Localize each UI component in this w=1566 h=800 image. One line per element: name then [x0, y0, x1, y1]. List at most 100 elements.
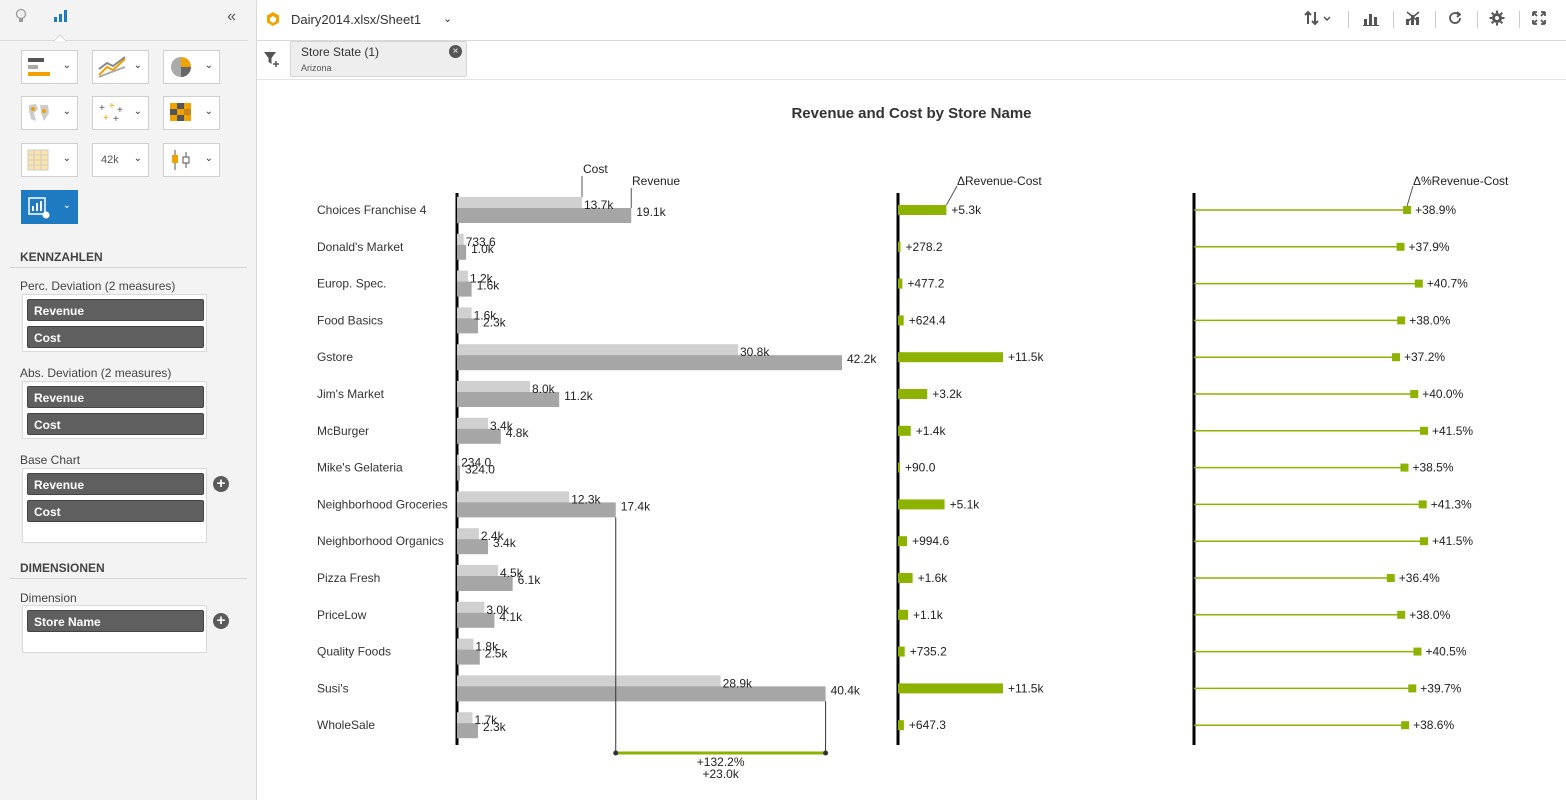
- line-chart-type-button[interactable]: ⌄: [92, 50, 149, 84]
- collapse-sidebar-icon[interactable]: «: [227, 8, 236, 25]
- cost-data-label: 1.2k: [470, 272, 494, 286]
- remove-chart-icon[interactable]: [1405, 10, 1421, 30]
- perc-deviation-label: +38.0%: [1409, 608, 1450, 622]
- revenue-data-label: 40.4k: [831, 683, 861, 697]
- boxplot-type-button[interactable]: ⌄: [163, 143, 220, 177]
- perc-deviation-cost-pill[interactable]: Cost: [27, 326, 204, 348]
- base-chart-cost-pill[interactable]: Cost: [27, 500, 204, 522]
- column-chart-icon[interactable]: [1363, 10, 1379, 30]
- abs-deviation-label: +5.3k: [951, 203, 982, 217]
- cost-bar: [457, 601, 485, 614]
- toolbar-separator: [1477, 11, 1478, 28]
- remove-filter-icon[interactable]: ×: [449, 45, 462, 58]
- gear-icon[interactable]: [1489, 10, 1505, 30]
- filter-bar: Store State (1) Arizona ×: [257, 41, 1566, 80]
- revenue-bar: [457, 539, 489, 555]
- cost-data-label: 13.7k: [584, 198, 614, 212]
- pie-chart-type-button[interactable]: ⌄: [163, 50, 220, 84]
- toolbar-separator: [1435, 11, 1436, 28]
- abs-deviation-label: +3.2k: [932, 387, 963, 401]
- chevron-down-icon: ⌄: [62, 60, 71, 71]
- svg-text:+: +: [99, 103, 105, 114]
- dimensions-section-heading: DIMENSIONEN: [20, 561, 105, 575]
- cost-bar: [457, 491, 570, 504]
- perc-deviation-marker: [1397, 316, 1406, 325]
- category-label: McBurger: [317, 424, 369, 438]
- abs-deviation-label: +994.6: [912, 534, 949, 548]
- perc-deviation-label: +40.7%: [1427, 277, 1468, 291]
- top-toolbar: Dairy2014.xlsx/Sheet1 ⌄: [257, 0, 1566, 41]
- scatter-chart-type-button[interactable]: + + + + + ⌄: [92, 96, 149, 130]
- revenue-bar: [457, 649, 480, 665]
- store-name-pill[interactable]: Store Name: [27, 610, 204, 632]
- abs-deviation-bar: [898, 536, 908, 547]
- revenue-bar: [457, 576, 513, 591]
- add-measure-icon[interactable]: +: [213, 476, 229, 492]
- chevron-down-icon[interactable]: ⌄: [443, 13, 453, 25]
- refresh-icon[interactable]: [1447, 10, 1463, 30]
- chevron-down-icon: ⌄: [204, 153, 213, 164]
- cost-bar: [457, 233, 464, 246]
- measures-section-heading: KENNZAHLEN: [20, 250, 103, 264]
- abs-deviation-bar: [898, 609, 909, 620]
- revenue-bar: [457, 502, 616, 518]
- kpi-type-button[interactable]: 42k ⌄: [92, 143, 149, 177]
- abs-deviation-bar: [898, 241, 901, 252]
- pie-chart-icon: [171, 57, 191, 77]
- perc-deviation-marker: [1396, 242, 1405, 251]
- perc-deviation-marker: [1386, 574, 1395, 582]
- abs-deviation-leader-line: [945, 185, 958, 206]
- base-chart-revenue-pill[interactable]: Revenue: [27, 473, 204, 495]
- perc-deviation-revenue-pill[interactable]: Revenue: [27, 299, 204, 321]
- sort-icon[interactable]: [1304, 10, 1334, 30]
- abs-deviation-label: +1.4k: [916, 424, 947, 438]
- perc-deviation-label: +37.9%: [1409, 240, 1450, 254]
- custom-chart-type-button[interactable]: ⌄: [21, 190, 78, 224]
- revenue-bar: [457, 428, 501, 444]
- abs-deviation-revenue-pill[interactable]: Revenue: [27, 386, 204, 408]
- fullscreen-icon[interactable]: [1531, 10, 1547, 30]
- add-dimension-icon[interactable]: +: [213, 613, 229, 629]
- category-label: Pizza Fresh: [317, 571, 380, 585]
- comparison-endpoint: [823, 750, 829, 756]
- category-label: Jim's Market: [317, 387, 385, 401]
- comparison-abs-label: +23.0k: [702, 767, 739, 781]
- perc-deviation-label: +38.0%: [1409, 313, 1450, 327]
- toolbar-separator: [1393, 11, 1394, 28]
- filter-chip-title: Store State (1): [301, 45, 380, 59]
- lightbulb-icon[interactable]: [10, 8, 32, 30]
- chevron-down-icon: ⌄: [204, 60, 213, 71]
- heatmap-type-button[interactable]: ⌄: [163, 96, 220, 130]
- table-type-button[interactable]: ⌄: [21, 143, 78, 177]
- perc-deviation-label: +36.4%: [1399, 571, 1440, 585]
- perc-deviation-marker: [1408, 684, 1417, 693]
- abs-deviation-cost-pill[interactable]: Cost: [27, 413, 204, 435]
- category-label: Neighborhood Groceries: [317, 497, 448, 511]
- revenue-bar: [457, 686, 826, 702]
- map-chart-icon: [29, 104, 49, 121]
- revenue-data-label: 2.5k: [485, 647, 509, 661]
- cost-bar: [457, 417, 489, 430]
- chart-tab-icon[interactable]: [50, 8, 72, 30]
- perc-deviation-leader-line: [1406, 185, 1414, 207]
- category-label: Europ. Spec.: [317, 277, 386, 291]
- cost-data-label: 28.9k: [723, 676, 753, 690]
- cost-bar: [457, 270, 468, 283]
- heatmap-icon: [170, 103, 191, 121]
- perc-deviation-label: +41.5%: [1432, 424, 1473, 438]
- sidebar-tabs: «: [0, 0, 248, 41]
- revenue-data-label: 19.1k: [636, 205, 666, 219]
- store-state-filter-chip[interactable]: Store State (1) Arizona ×: [290, 41, 467, 77]
- perc-deviation-label: +37.2%: [1404, 350, 1445, 364]
- revenue-data-label: 4.1k: [499, 610, 523, 624]
- map-chart-type-button[interactable]: ⌄: [21, 96, 78, 130]
- abs-deviation-bar: [898, 315, 904, 326]
- category-label: Quality Foods: [317, 645, 391, 659]
- revenue-series-label: Revenue: [632, 174, 680, 188]
- bar-chart-type-button[interactable]: ⌄: [21, 50, 78, 84]
- revenue-data-label: 1.6k: [477, 279, 501, 293]
- cost-data-label: 1.8k: [475, 640, 499, 654]
- add-filter-icon[interactable]: [263, 51, 281, 67]
- file-title[interactable]: Dairy2014.xlsx/Sheet1: [291, 12, 422, 27]
- cost-data-label: 12.3k: [571, 492, 601, 506]
